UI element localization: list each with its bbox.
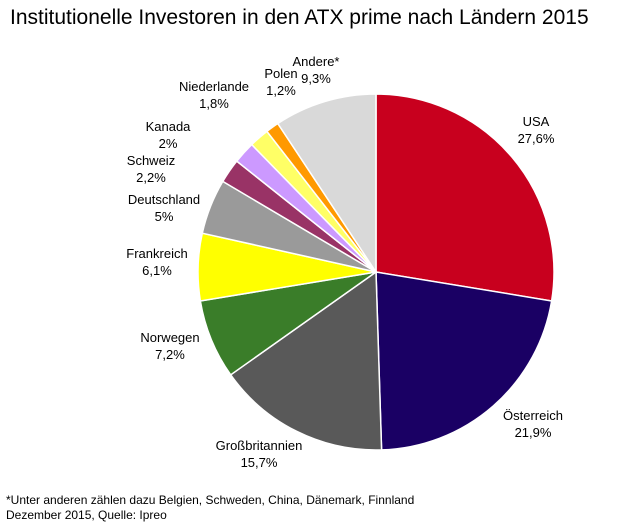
slice-value-andere: 9,3% [301, 71, 331, 86]
slice-value-usa: 27,6% [518, 131, 555, 146]
slice-value-kanada: 2% [159, 136, 178, 151]
slice-value-grossbritannien: 15,7% [241, 455, 278, 470]
slice-label-deutschland: Deutschland [128, 192, 200, 207]
chart-title: Institutionelle Investoren in den ATX pr… [10, 6, 589, 29]
slice-label-andere: Andere* [293, 54, 340, 69]
slice-label-niederlande: Niederlande [179, 79, 249, 94]
slice-andere [276, 93, 377, 275]
slice-label-norwegen: Norwegen [140, 330, 199, 345]
slice-grossbritannien [229, 270, 383, 451]
slice-value-norwegen: 7,2% [155, 347, 185, 362]
slice-label-grossbritannien: Großbritannien [216, 438, 303, 453]
slice-label-usa: USA [523, 114, 550, 129]
slice-label-oesterreich: Österreich [503, 408, 563, 423]
slice-label-frankreich: Frankreich [126, 246, 187, 261]
footnote: *Unter anderen zählen dazu Belgien, Schw… [6, 493, 414, 523]
slice-label-polen: Polen [264, 66, 297, 81]
slice-oesterreich [375, 271, 553, 451]
slice-value-frankreich: 6,1% [142, 263, 172, 278]
slice-value-niederlande: 1,8% [199, 96, 229, 111]
slice-value-deutschland: 5% [155, 209, 174, 224]
slice-value-schweiz: 2,2% [136, 170, 166, 185]
slice-label-kanada: Kanada [146, 119, 192, 134]
slice-usa [375, 93, 555, 302]
slice-label-schweiz: Schweiz [127, 153, 175, 168]
slice-value-oesterreich: 21,9% [515, 425, 552, 440]
footnote-line-1: *Unter anderen zählen dazu Belgien, Schw… [6, 493, 415, 507]
slice-value-polen: 1,2% [266, 83, 296, 98]
footnote-line-2: Dezember 2015, Quelle: Ipreo [6, 508, 167, 522]
